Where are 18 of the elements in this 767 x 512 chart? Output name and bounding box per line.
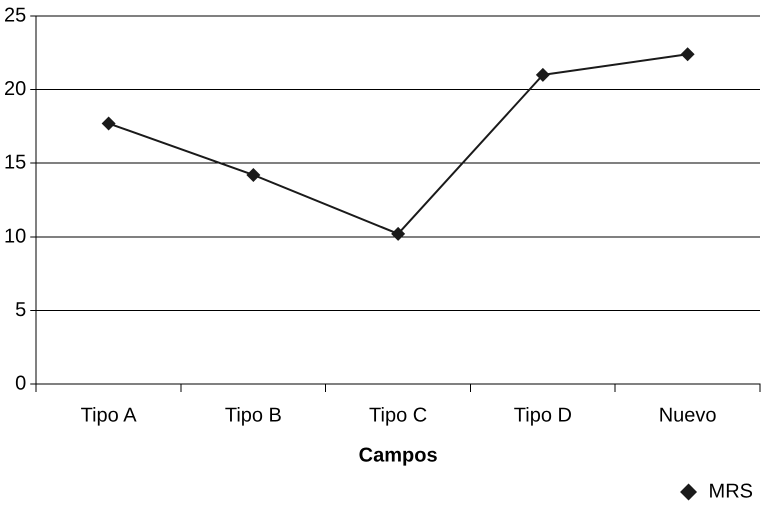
point xyxy=(391,226,406,241)
y-tick-label: 20 xyxy=(4,78,26,100)
point xyxy=(680,47,695,62)
y-tick-label: 10 xyxy=(4,225,26,248)
x-tick-label: Nuevo xyxy=(658,404,717,427)
point xyxy=(246,168,260,182)
y-tick-label: 25 xyxy=(4,4,26,27)
legend-label: MRS xyxy=(708,480,754,503)
x-axis-title: Campos xyxy=(358,444,438,467)
y-tick-label: 0 xyxy=(15,372,26,395)
y-tick-label: 15 xyxy=(4,152,26,174)
x-tick-label: Tipo D xyxy=(514,404,572,427)
x-tick-label: Tipo C xyxy=(369,404,428,427)
x-tick-label: Tipo B xyxy=(224,404,282,427)
x-tick-label: Tipo A xyxy=(80,404,138,427)
point xyxy=(536,68,550,82)
y-tick-label: 5 xyxy=(15,298,26,321)
point xyxy=(102,116,116,130)
